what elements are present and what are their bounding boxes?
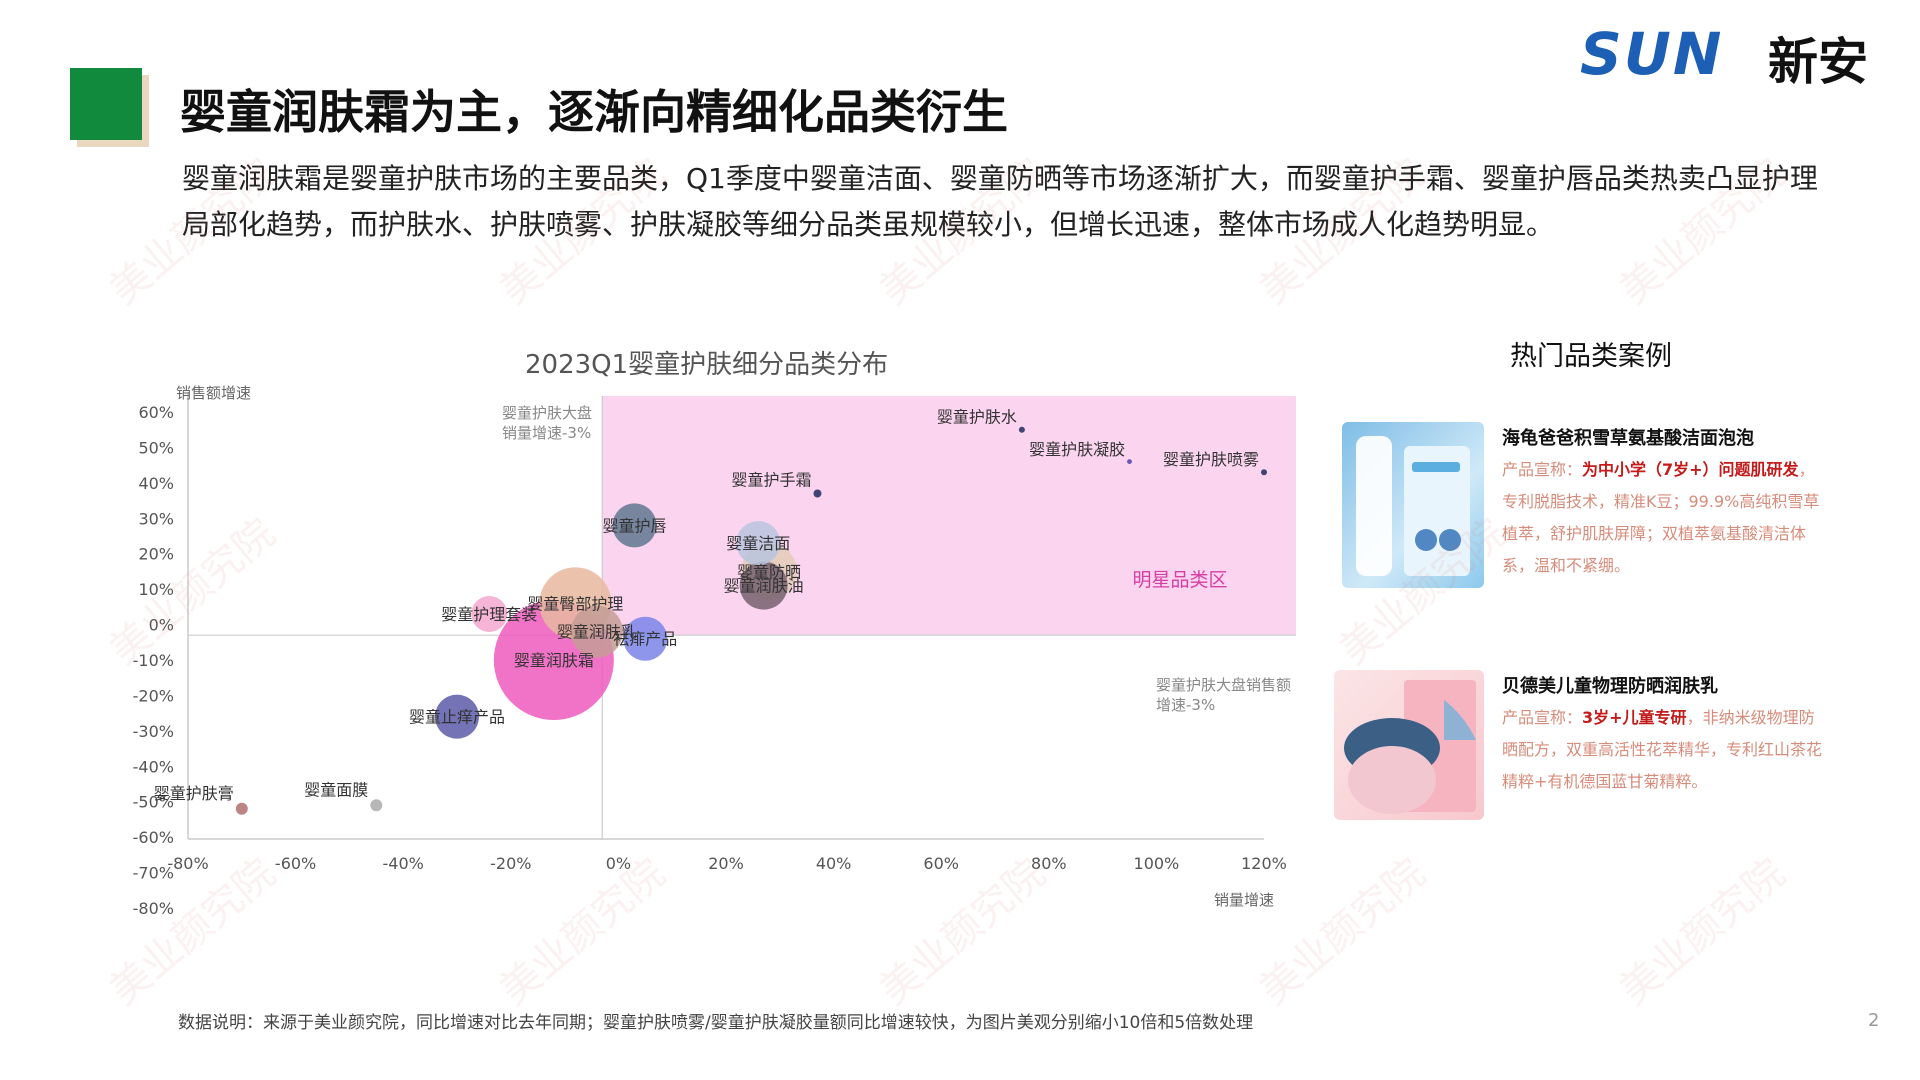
bubble-label: 婴童润肤油 xyxy=(724,577,804,596)
bubble-label: 婴童臀部护理 xyxy=(527,594,623,613)
product-claim-1: 产品宣称：为中小学（7岁+）问题肌研发，专利脱脂技术，精准K豆；99.9%高纯积… xyxy=(1502,454,1827,582)
x-tick-label: 40% xyxy=(816,854,852,873)
ref-x-label: 销量增速-3% xyxy=(502,424,591,442)
product-claim-body: ，专利脱脂技术，精准K豆；99.9%高纯积雪草植萃，舒护肌肤屏障；双植萃氨基酸清… xyxy=(1502,460,1820,575)
y-tick-label: -10% xyxy=(133,651,174,670)
y-axis-label: 销售额增速 xyxy=(176,384,251,402)
y-tick-label: 10% xyxy=(138,580,174,599)
bubble-label: 祛痱产品 xyxy=(613,630,677,649)
y-tick-label: 50% xyxy=(138,438,174,457)
product-claim-prefix: 产品宣称： xyxy=(1502,460,1583,479)
product-image-cleanser xyxy=(1342,422,1484,588)
bubble-point xyxy=(813,489,822,498)
y-tick-label: 0% xyxy=(149,616,174,635)
y-tick-label: -50% xyxy=(133,793,174,812)
y-tick-label: 40% xyxy=(138,474,174,493)
bubble-point xyxy=(370,799,383,812)
product-claim-highlight: 为中小学（7岁+）问题肌研发 xyxy=(1582,460,1799,479)
bubble-label: 婴童护手霜 xyxy=(731,470,811,489)
x-tick-label: -20% xyxy=(490,854,531,873)
bubble-point xyxy=(1261,469,1267,476)
x-tick-label: -80% xyxy=(167,854,208,873)
bubble-label: 婴童洁面 xyxy=(726,534,790,553)
bubble-label: 婴童止痒产品 xyxy=(409,708,505,727)
product-claim-prefix: 产品宣称： xyxy=(1502,708,1583,727)
product-name-1: 海龟爸爸积雪草氨基酸洁面泡泡 xyxy=(1502,428,1754,449)
ref-x-label: 婴童护肤大盘 xyxy=(502,404,592,422)
bubble-point xyxy=(570,605,623,658)
bubble-label: 婴童护肤膏 xyxy=(154,784,234,803)
bubble-point xyxy=(235,802,248,815)
bubble-label: 婴童面膜 xyxy=(304,780,368,799)
bubble-label: 婴童护理套装 xyxy=(441,605,537,624)
product-claim-body: ，非纳米级物理防晒配方，双重高活性花萃精华，专利红山茶花精粹+有机德国蓝甘菊精粹… xyxy=(1502,708,1823,791)
product-image-sunscreen xyxy=(1334,670,1484,820)
bubble-label: 婴童护肤水 xyxy=(937,408,1017,427)
brand-logo-cn: 新安 xyxy=(1768,33,1868,91)
star-zone xyxy=(602,396,1296,636)
ref-y-label: 婴童护肤大盘销售额 xyxy=(1156,676,1291,694)
watermark: 美业颜究院 xyxy=(1611,850,1794,1014)
title-accent-block xyxy=(70,68,142,140)
page-number: 2 xyxy=(1868,1010,1880,1031)
bubble-label: 婴童润肤乳 xyxy=(557,623,637,642)
y-tick-label: -70% xyxy=(133,864,174,883)
product-claim-highlight: 3岁+儿童专研 xyxy=(1582,708,1687,727)
y-tick-label: -30% xyxy=(133,722,174,741)
bubble-point xyxy=(736,521,781,566)
y-tick-label: -80% xyxy=(133,899,174,918)
x-tick-label: -60% xyxy=(275,854,316,873)
bubble-point xyxy=(1127,459,1132,464)
x-tick-label: 0% xyxy=(606,854,631,873)
product-name-2: 贝德美儿童物理防晒润肤乳 xyxy=(1502,676,1718,697)
x-tick-label: -40% xyxy=(383,854,424,873)
bubble-label: 婴童护唇 xyxy=(603,516,667,535)
x-tick-label: 80% xyxy=(1031,854,1067,873)
x-tick-label: 20% xyxy=(708,854,744,873)
bubble-point xyxy=(435,694,479,739)
bubble-point xyxy=(471,595,508,632)
y-tick-label: -20% xyxy=(133,686,174,705)
x-tick-label: 120% xyxy=(1241,854,1287,873)
y-tick-label: -60% xyxy=(133,828,174,847)
bubble-point xyxy=(1018,426,1025,433)
data-footnote: 数据说明：来源于美业颜究院，同比增速对比去年同期；婴童护肤喷雾/婴童护肤凝胶量额… xyxy=(178,1013,1254,1033)
page-description: 婴童润肤霜是婴童护肤市场的主要品类，Q1季度中婴童洁面、婴童防晒等市场逐渐扩大，… xyxy=(182,162,1818,241)
bubble-label: 婴童润肤霜 xyxy=(514,651,594,670)
page-title: 婴童润肤霜为主，逐渐向精细化品类衍生 xyxy=(180,85,1008,139)
y-tick-label: 30% xyxy=(138,509,174,528)
hot-section-title: 热门品类案例 xyxy=(1510,341,1672,372)
y-tick-label: 60% xyxy=(138,403,174,422)
bubble-label: 婴童护肤凝胶 xyxy=(1029,440,1125,459)
brand-logo: SUN xyxy=(1580,20,1724,88)
bubble-point xyxy=(623,616,668,661)
product-claim-2: 产品宣称：3岁+儿童专研，非纳米级物理防晒配方，双重高活性花萃精华，专利红山茶花… xyxy=(1502,702,1827,798)
scatter-chart: 60% 50% 40% 30% 20% 10% 0% -10% -20% -30% -40% -50%… xyxy=(133,384,1296,918)
y-tick-label: 20% xyxy=(138,545,174,564)
bubble-point xyxy=(612,503,657,548)
star-zone-label: 明星品类区 xyxy=(1132,569,1227,591)
x-axis-label: 销量增速 xyxy=(1214,891,1274,909)
chart-title: 2023Q1婴童护肤细分品类分布 xyxy=(525,350,889,380)
x-tick-label: 60% xyxy=(923,854,959,873)
bubble-label: 婴童护肤喷雾 xyxy=(1163,450,1259,469)
bubble-label: 婴童防晒 xyxy=(737,562,801,581)
y-tick-label: -40% xyxy=(133,757,174,776)
bubble-point xyxy=(739,561,788,610)
ref-y-label: 增速-3% xyxy=(1156,696,1215,714)
x-tick-label: 100% xyxy=(1134,854,1180,873)
